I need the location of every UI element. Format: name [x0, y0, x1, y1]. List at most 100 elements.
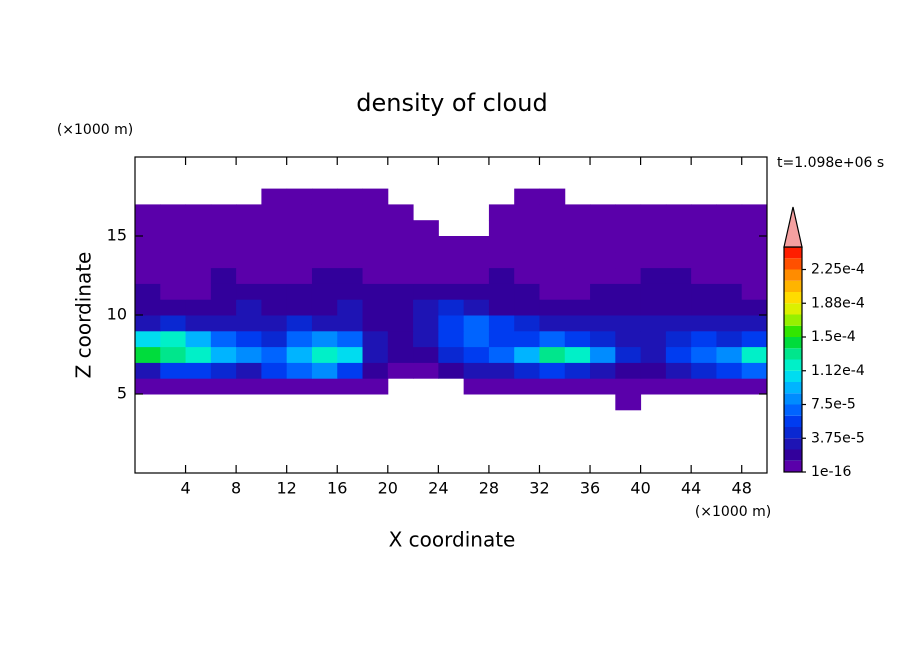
contour-cell — [236, 236, 262, 253]
contour-cell — [438, 267, 465, 284]
contour-cell — [261, 204, 288, 221]
contour-cell — [488, 283, 515, 300]
contour-cell — [286, 267, 313, 284]
contour-cell — [160, 315, 187, 332]
contour-cell — [590, 220, 616, 237]
contour-cell — [691, 362, 717, 379]
x-axis-label: X coordinate — [389, 528, 516, 552]
contour-cell — [160, 330, 187, 348]
contour-cell — [413, 330, 439, 348]
contour-cell — [387, 267, 414, 284]
contour-cell — [640, 378, 667, 395]
contour-cell — [160, 236, 187, 253]
contour-cell — [135, 330, 161, 348]
contour-cell — [135, 267, 161, 284]
contour-cell — [514, 220, 540, 237]
contour-cell — [286, 236, 313, 253]
contour-cell — [160, 299, 187, 316]
contour-cell — [539, 362, 566, 379]
contour-cell — [716, 315, 743, 332]
contour-cell — [564, 204, 591, 221]
contour-cell — [564, 378, 591, 395]
contour-cell — [210, 236, 237, 253]
contour-cell — [564, 362, 591, 379]
contour-cell — [514, 283, 540, 300]
contour-cell — [286, 188, 313, 205]
x-tick-label: 12 — [277, 479, 297, 498]
contour-cell — [590, 267, 616, 284]
colorbar-band — [784, 303, 802, 315]
contour-cell — [615, 394, 642, 411]
contour-cell — [741, 362, 768, 379]
colorbar-band — [784, 427, 802, 439]
contour-cell — [539, 330, 566, 348]
contour-cell — [135, 283, 161, 300]
contour-cell — [362, 362, 389, 379]
contour-cell — [438, 236, 465, 253]
x-tick-label: 16 — [327, 479, 347, 498]
contour-cell — [438, 362, 465, 379]
contour-cell — [286, 220, 313, 237]
contour-cell — [185, 236, 212, 253]
contour-cell — [210, 220, 237, 237]
contour-cell — [488, 236, 515, 253]
contour-cell — [185, 251, 212, 269]
contour-cell — [210, 251, 237, 269]
contour-cell — [741, 346, 768, 363]
contour-cell — [665, 346, 692, 363]
contour-cell — [640, 251, 667, 269]
contour-cell — [716, 267, 743, 284]
contour-cell — [311, 378, 338, 395]
contour-cell — [463, 330, 490, 348]
contour-cell — [413, 251, 439, 269]
x-tick-label: 28 — [479, 479, 499, 498]
contour-cell — [716, 236, 743, 253]
contour-cell — [311, 267, 338, 284]
contour-cell — [640, 346, 667, 363]
contour-cell — [210, 315, 237, 332]
contour-cell — [135, 346, 161, 363]
contour-cell — [691, 267, 717, 284]
contour-cell — [640, 362, 667, 379]
x-tick-label: 4 — [180, 479, 190, 498]
contour-cell — [160, 204, 187, 221]
contour-cell — [311, 283, 338, 300]
contour-cell — [716, 204, 743, 221]
contour-cell — [691, 236, 717, 253]
contour-cell — [665, 330, 692, 348]
contour-cell — [640, 220, 667, 237]
contour-cell — [387, 283, 414, 300]
y-tick-label: 5 — [117, 384, 127, 403]
contour-cell — [236, 283, 262, 300]
contour-cell — [337, 283, 364, 300]
contour-cell — [337, 236, 364, 253]
contour-cell — [716, 378, 743, 395]
contour-cell — [640, 283, 667, 300]
contour-cell — [311, 220, 338, 237]
x-tick-label: 44 — [681, 479, 701, 498]
contour-cell — [741, 330, 768, 348]
contour-cell — [261, 220, 288, 237]
contour-cell — [185, 283, 212, 300]
contour-cell — [488, 346, 515, 363]
contour-cell — [387, 346, 414, 363]
contour-cell — [438, 251, 465, 269]
contour-cell — [514, 299, 540, 316]
contour-cell — [236, 220, 262, 237]
colorbar-tick-label: 1.88e-4 — [811, 295, 865, 311]
contour-cell — [640, 236, 667, 253]
contour-cell — [210, 362, 237, 379]
contour-cell — [236, 330, 262, 348]
contour-cell — [210, 330, 237, 348]
contour-cell — [185, 346, 212, 363]
contour-cell — [362, 267, 389, 284]
contour-cell — [564, 251, 591, 269]
contour-cell — [665, 362, 692, 379]
contour-cell — [665, 236, 692, 253]
contour-cell — [665, 315, 692, 332]
contour-cell — [741, 236, 768, 253]
contour-cell — [539, 299, 566, 316]
contour-cell — [463, 315, 490, 332]
contour-cell — [564, 236, 591, 253]
